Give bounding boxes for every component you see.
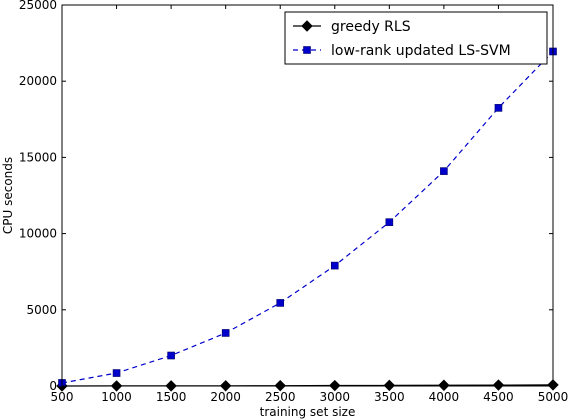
y-tick-label: 15000 bbox=[19, 150, 57, 164]
x-tick-label: 5000 bbox=[538, 390, 569, 404]
series-2-point bbox=[112, 369, 121, 377]
y-tick-label: 5000 bbox=[26, 303, 57, 317]
x-tick-label: 4000 bbox=[429, 390, 460, 404]
y-tick-label: 10000 bbox=[19, 227, 57, 241]
x-axis-label: training set size bbox=[260, 405, 356, 419]
legend-item-1: greedy RLS bbox=[293, 19, 411, 35]
x-tick-label: 1500 bbox=[156, 390, 187, 404]
ticks-layer: 500 1000 1500 2000 2500 3000 3500 4000 4500 5000 0… bbox=[19, 0, 568, 404]
series-2-point bbox=[440, 167, 448, 175]
series-2-point bbox=[167, 351, 175, 360]
x-tick-label: 500 bbox=[51, 390, 74, 404]
y-tick-label: 20000 bbox=[19, 74, 57, 88]
legend-label: greedy RLS bbox=[331, 19, 411, 35]
series-2-point bbox=[221, 329, 230, 337]
series-2-point bbox=[276, 299, 285, 307]
legend-marker bbox=[301, 20, 313, 32]
series-2-point bbox=[385, 218, 394, 226]
legend-item-2: low-rank updated LS-SVM bbox=[293, 43, 511, 59]
legend-items: greedy RLS low-rank updated LS-SVM bbox=[293, 19, 511, 59]
legend: greedy RLS low-rank updated LS-SVM bbox=[284, 11, 548, 65]
legend-marker bbox=[303, 46, 311, 54]
legend-box bbox=[284, 11, 548, 65]
x-tick-label: 1000 bbox=[101, 390, 132, 404]
x-tick-label: 3000 bbox=[320, 390, 351, 404]
series-2-point bbox=[494, 104, 503, 112]
y-axis-label: CPU seconds bbox=[1, 157, 15, 234]
y-tick-label: 0 bbox=[49, 379, 57, 393]
series-2-point bbox=[330, 261, 339, 270]
axes-layer bbox=[61, 4, 554, 387]
series-2-line bbox=[61, 51, 554, 384]
legend-label: low-rank updated LS-SVM bbox=[331, 43, 511, 59]
x-tick-label: 2000 bbox=[210, 390, 241, 404]
y-tick-label: 25000 bbox=[19, 0, 57, 12]
x-tick-label: 3500 bbox=[374, 390, 405, 404]
plot-frame bbox=[61, 4, 554, 387]
x-tick-label: 2500 bbox=[265, 390, 296, 404]
x-tick-label: 4500 bbox=[483, 390, 514, 404]
